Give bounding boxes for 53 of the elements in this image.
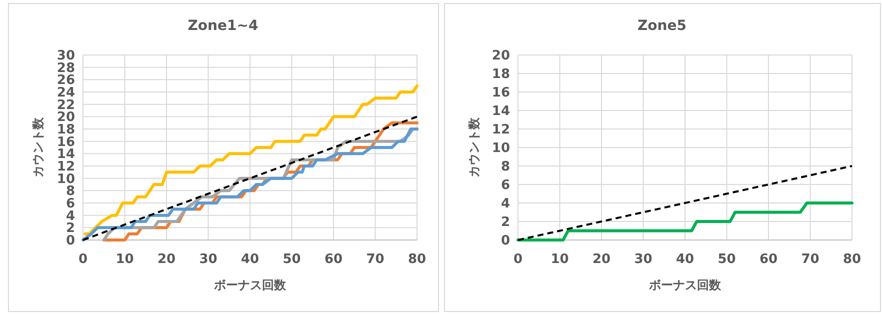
y-tick-label: 4 <box>500 196 510 212</box>
y-tick-label: 18 <box>56 122 75 138</box>
y-axis-title: カウント数 <box>31 116 45 178</box>
y-tick-label: 20 <box>56 110 75 126</box>
x-tick-label: 60 <box>759 252 778 267</box>
x-tick-label: 40 <box>676 252 694 267</box>
y-tick-label: 14 <box>56 147 75 162</box>
y-tick-label: 30 <box>56 48 75 64</box>
x-tick-label: 70 <box>366 252 384 267</box>
y-tick-label: 4 <box>66 208 75 224</box>
y-tick-label: 28 <box>56 60 75 76</box>
x-tick-label: 30 <box>634 252 652 267</box>
x-tick-label: 0 <box>78 252 88 267</box>
y-tick-label: 18 <box>492 67 510 82</box>
y-tick-label: 24 <box>56 86 75 100</box>
y-tick-label: 14 <box>492 104 510 119</box>
line-series <box>84 84 418 236</box>
y-tick-label: 22 <box>56 98 75 113</box>
x-tick-label: 70 <box>801 252 820 267</box>
x-tick-label: 10 <box>116 252 134 267</box>
y-tick-label: 16 <box>492 86 510 100</box>
x-tick-label: 40 <box>240 252 260 267</box>
y-tick-label: 26 <box>56 73 75 88</box>
y-tick-label: 2 <box>500 215 510 230</box>
x-tick-label: 20 <box>157 252 176 267</box>
y-tick-label: 8 <box>500 160 510 174</box>
x-tick-label: 80 <box>408 252 426 267</box>
x-axis-title: ボーナス回数 <box>648 278 722 292</box>
x-tick-label: 60 <box>324 252 343 267</box>
chart-title: Zone5 <box>638 18 686 34</box>
y-tick-label: 6 <box>66 196 75 212</box>
y-tick-label: 2 <box>66 221 75 236</box>
y-tick-label: 20 <box>492 48 510 64</box>
line-series <box>516 202 854 242</box>
x-axis-title: ボーナス回数 <box>213 278 287 292</box>
y-tick-label: 0 <box>66 234 75 248</box>
x-tick-label: 0 <box>513 252 523 267</box>
x-tick-label: 50 <box>282 252 301 267</box>
y-tick-label: 10 <box>492 141 510 156</box>
x-tick-label: 20 <box>592 252 611 267</box>
x-tick-label: 30 <box>199 252 218 267</box>
x-tick-label: 50 <box>718 252 736 267</box>
y-tick-label: 6 <box>500 178 510 193</box>
x-tick-label: 10 <box>550 252 569 267</box>
y-tick-label: 12 <box>492 122 510 138</box>
y-axis-title: カウント数 <box>467 116 481 178</box>
y-tick-label: 0 <box>500 234 510 248</box>
y-tick-label: 8 <box>66 184 75 200</box>
y-tick-label: 10 <box>56 172 75 187</box>
y-tick-label: 12 <box>56 160 75 174</box>
chart-title: Zone1~4 <box>188 18 258 34</box>
y-tick-label: 16 <box>56 134 75 150</box>
x-tick-label: 80 <box>842 252 862 267</box>
